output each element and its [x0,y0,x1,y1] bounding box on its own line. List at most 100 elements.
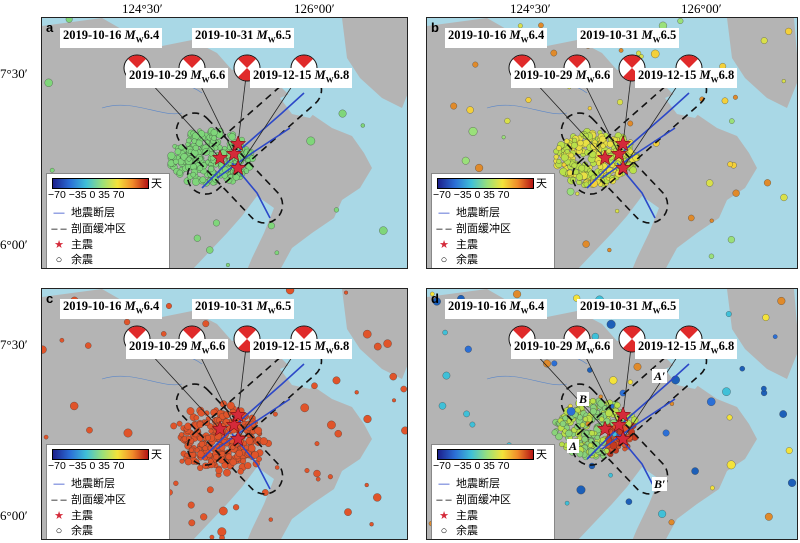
gulf [578,196,659,268]
fault-line [601,398,676,450]
event-mw: M [699,339,711,353]
legend-mainshock: ★ 主震 [436,507,478,523]
aftershock-dot [578,164,586,172]
regional-event-dot [619,389,627,397]
regional-event-dot [551,360,558,367]
profile-label-A_prime: A′ [652,369,668,383]
event-mw: M [575,339,587,353]
event-date: 2019-10-29 [514,339,576,353]
event-date: 2019-10-29 [514,68,576,82]
legend-aftershock: ○ 余震 [51,251,93,267]
aftershock-dot [193,415,200,421]
legend-fault-label: 地震断层 [71,478,115,490]
star-icon: ★ [54,510,64,522]
regional-event-dot [677,18,684,24]
land-east [727,289,797,379]
event-magnitude: 6.4 [143,28,160,42]
regional-event-dot [466,106,474,114]
regional-event-dot [779,410,787,418]
event-magnitude: 6.4 [528,299,545,313]
fault-line [201,92,305,189]
regional-event-dot [469,421,476,428]
event-label-2019-12-15: 2019-12-15 MW6.8 [250,68,353,88]
aftershock-dot [215,466,223,474]
event-mw: M [641,299,653,313]
aftershock-dot [198,440,206,448]
legend-aftershock-label: 余震 [71,525,93,537]
panel-letter: a [46,20,54,35]
event-label-2019-10-16: 2019-10-16 MW6.4 [60,28,163,48]
regional-event-dot [726,460,736,470]
aftershock-dot [259,437,268,446]
event-date: 2019-12-15 [638,339,700,353]
fault-line [201,363,305,460]
regional-event-dot [781,79,786,84]
fault-line-icon: — [438,478,450,490]
regional-event-dot [538,22,544,29]
regional-event-dot [606,319,616,329]
event-label-2019-10-16: 2019-10-16 MW6.4 [60,299,163,319]
aftershock-dot [188,447,194,453]
map-panel-b: b 2019-10-16 MW6.4 2019-10-29 MW6.6 2019-10… [426,17,798,269]
regional-event-dot [344,290,349,295]
aftershock-dot [210,129,218,137]
y-tick-7-30-top: 7°30′ [0,66,28,81]
aftershock-dot [560,153,569,162]
event-mw-sub: W [520,35,529,45]
regional-event-dot [392,398,396,403]
regional-event-dot [780,193,788,202]
legend-fault: — 地震断层 [51,204,116,220]
regional-event-dot [625,498,633,505]
event-label-2019-10-29: 2019-10-29 MW6.6 [511,339,614,359]
aftershock-dot [251,451,259,459]
profile-label-A: A [567,439,580,453]
profile-buffer-aa [175,383,284,495]
regional-event-dot [761,385,767,392]
regional-event-dot [400,385,407,393]
regional-event-dot [633,362,642,371]
regional-event-dot [363,414,372,424]
mainshock-star-3 [614,406,632,423]
regional-event-dot [363,329,372,339]
regional-event-dot [658,509,667,518]
panel-letter: c [46,291,54,306]
event-mw-sub: W [267,306,276,316]
regional-event-dot [609,376,618,385]
regional-event-dot [333,207,339,213]
event-mw: M [509,299,521,313]
aftershock-dot [590,174,596,180]
regional-event-dot [727,236,735,244]
panel-letter: d [431,291,439,306]
regional-event-dot [219,506,228,516]
regional-event-dot [463,410,470,418]
regional-event-dot [725,311,732,317]
legend-mainshock-label: 主震 [71,510,93,522]
dashed-line-icon: ‒ ‒ [51,494,67,506]
bay [280,88,322,118]
bay [665,88,707,118]
aftershock-dot [192,144,199,152]
fault-line [216,127,291,179]
regional-event-dot [739,365,745,372]
legend-mainshock: ★ 主震 [436,236,478,252]
regional-event-dot [442,371,451,380]
event-mw: M [575,68,587,82]
regional-event-dot [383,339,392,348]
regional-event-dot [217,527,227,537]
fault-line [586,92,690,189]
fault-line [601,127,676,179]
legend-mainshock-label: 主震 [456,239,478,251]
circle-icon: ○ [440,254,448,266]
star-icon: ★ [54,239,64,251]
aftershock-dot [229,458,237,466]
regional-event-dot [721,97,729,105]
aftershock-dot [174,148,182,155]
dashed-line-icon: ‒ ‒ [436,223,452,235]
event-date: 2019-10-16 [448,28,510,42]
land-east [342,18,407,108]
gulf [193,196,274,268]
aftershock-dot [594,434,600,441]
regional-event-dot [561,162,567,168]
regional-event-dot [123,428,133,438]
legend-buffer-label: 剖面缓冲区 [456,223,511,235]
